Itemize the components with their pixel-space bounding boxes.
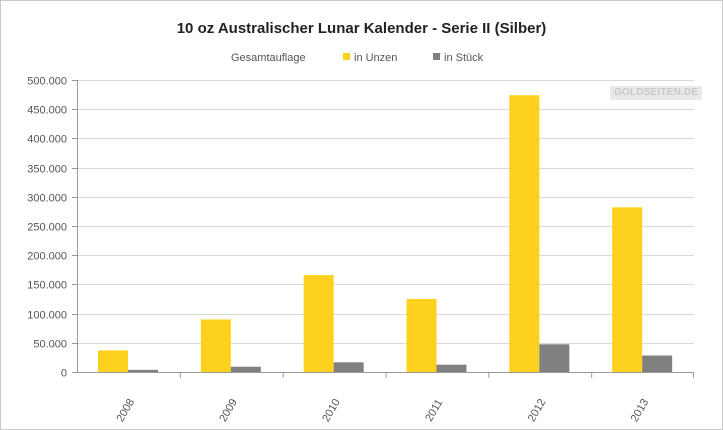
bar-stueck [230,366,261,372]
bar-stueck [539,344,570,372]
y-tick-label: 400.000 [27,134,67,146]
y-tick-label: 300.000 [27,193,67,205]
x-axis: 2008 2009 2010 2011 2012 2013 [115,372,694,424]
x-tick-label: 2011 [423,397,445,423]
y-tick-label: 450.000 [27,105,67,117]
y-tick-label: 150.000 [27,280,67,292]
y-axis: 0 50.000 100.000 150.000 200.000 250.000 300.0… [27,76,78,380]
x-tick-label: 2008 [115,397,138,424]
goldseiten-watermark-logo: GOLDSEITEN.DE [610,86,703,100]
x-tick-label: 2010 [320,397,343,424]
y-tick-label: 0 [61,368,67,380]
x-tick-label: 2013 [629,397,652,424]
legend-label-unzen: in Unzen [354,52,398,64]
legend-label-stueck: in Stück [444,52,484,64]
y-tick-label: 50.000 [33,339,67,351]
x-tick-label: 2009 [217,397,240,424]
grid-lines [77,80,694,373]
legend-title: Gesamtauflage [231,52,306,64]
x-tick-label: 2012 [526,397,549,424]
y-tick-label: 250.000 [27,222,67,234]
legend-item-stueck: in Stück [433,52,483,64]
bar-stueck [333,362,364,372]
y-tick-label: 200.000 [27,251,67,263]
bar-stueck [642,355,673,372]
legend-item-unzen: in Unzen [343,52,397,64]
bar-unzen [509,95,540,373]
bars [98,95,673,373]
bar-unzen [406,299,437,372]
legend-swatch-stueck [433,53,440,60]
bar-unzen [612,207,643,372]
y-tick-label: 350.000 [27,164,67,176]
chart-title: 10 oz Australischer Lunar Kalender - Ser… [176,20,547,37]
bar-stueck [128,369,158,372]
legend-swatch-unzen [343,53,350,60]
bar-unzen [303,275,334,372]
y-tick-label: 100.000 [27,310,67,322]
bar-unzen [200,319,231,372]
bar-unzen [98,350,128,372]
y-tick-label: 500.000 [27,76,67,88]
bar-stueck [436,364,467,372]
